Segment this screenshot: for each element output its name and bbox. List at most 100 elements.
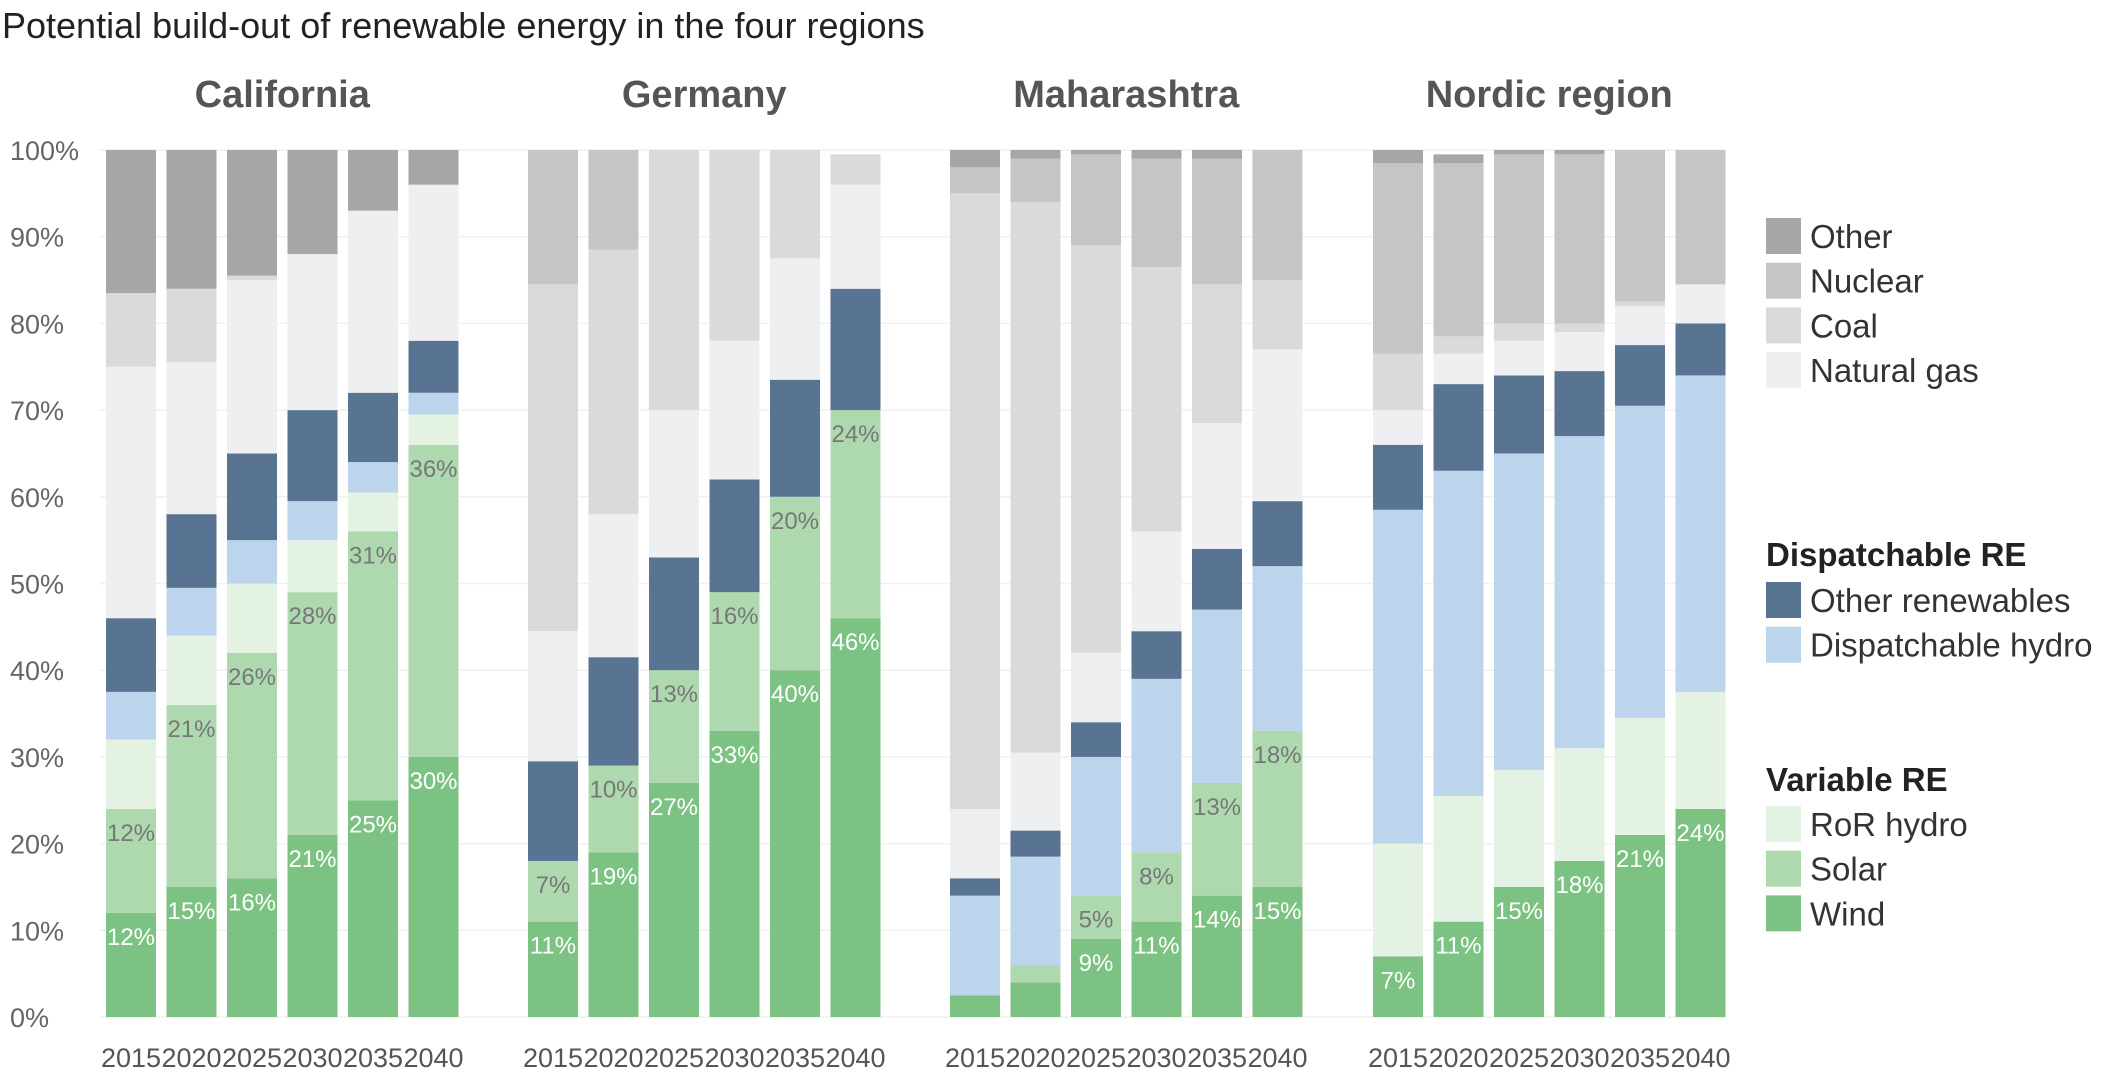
x-tick-label: 2015 — [523, 1043, 583, 1073]
bar-segment-nuclear — [950, 167, 1000, 194]
bar-segment-dispatchable-hydro — [287, 501, 338, 541]
data-label-solar: 5% — [1079, 907, 1114, 934]
bar-segment-dispatchable-hydro — [1675, 375, 1726, 692]
bar-segment-coal — [1554, 323, 1605, 333]
y-tick-label: 70% — [10, 396, 64, 426]
bar-segment-dispatchable-hydro — [1010, 856, 1061, 965]
y-tick-label: 10% — [10, 916, 64, 946]
bar-segment-solar — [709, 592, 760, 731]
bar-segment-other — [1131, 150, 1182, 159]
data-label-solar: 10% — [589, 777, 637, 804]
x-tick-label: 2035 — [1187, 1043, 1247, 1073]
bar-segment-wind — [588, 852, 639, 1017]
legend-swatch-other-renewables — [1766, 582, 1801, 618]
bar-segment-coal — [770, 150, 820, 259]
bar-segment-solar — [227, 652, 277, 879]
legend-label-nuclear: Nuclear — [1810, 263, 1924, 300]
legend-label-wind: Wind — [1810, 895, 1885, 932]
bar-segment-coal — [830, 154, 881, 185]
bar-segment-other-renewables — [1554, 371, 1605, 437]
bar-segment-other — [1494, 150, 1544, 155]
bar-segment-natural-gas — [1433, 353, 1484, 385]
region-titles: California Germany Maharashtra Nordic regio… — [195, 74, 1673, 116]
bar-segment-solar — [588, 765, 639, 853]
bar-segment-wind — [1192, 895, 1242, 1017]
legend-label-coal: Coal — [1810, 307, 1878, 344]
x-tick-label: 2035 — [765, 1043, 825, 1073]
x-tick-label: 2015 — [945, 1043, 1005, 1073]
y-tick-label: 50% — [10, 570, 64, 600]
legend-swatch-natural-gas — [1766, 352, 1801, 389]
bar-segment-natural-gas — [1192, 423, 1242, 549]
bar-segment-dispatchable-hydro — [950, 895, 1000, 996]
bar-segment-solar — [287, 592, 338, 835]
bar-segment-natural-gas — [1494, 340, 1544, 376]
data-label-wind: 40% — [771, 681, 819, 708]
bar-segment-other — [106, 150, 156, 294]
bar-segment-natural-gas — [528, 631, 578, 762]
bar-segment-nuclear — [1494, 154, 1544, 324]
y-tick-label: 60% — [10, 483, 64, 513]
bar-segment-ror-hydro — [1373, 843, 1423, 957]
bar-segment-other-renewables — [770, 379, 820, 497]
data-label-solar: 13% — [650, 681, 698, 708]
x-tick-label: 2040 — [1247, 1043, 1307, 1073]
bar-segment-natural-gas — [106, 366, 156, 619]
bar-segment-wind — [528, 921, 578, 1017]
x-tick-label: 2030 — [1549, 1043, 1609, 1073]
bar-segment-natural-gas — [709, 340, 760, 480]
x-tick-label: 2030 — [1126, 1043, 1186, 1073]
legend-swatch-solar — [1766, 850, 1801, 887]
bar-segment-other-renewables — [1192, 548, 1242, 610]
bar-segment-other-renewables — [1675, 323, 1726, 376]
y-tick-label: 0% — [10, 1003, 49, 1033]
bar-segment-other-renewables — [1373, 444, 1423, 510]
bar-segment-coal — [1192, 284, 1242, 424]
x-tick-label: 2030 — [704, 1043, 764, 1073]
x-tick-label: 2025 — [1489, 1043, 1549, 1073]
bar-segment-coal — [709, 150, 760, 341]
bar-segment-other-renewables — [348, 392, 398, 463]
data-label-wind: 12% — [107, 924, 155, 951]
data-label-wind: 11% — [530, 933, 576, 960]
bar-segment-natural-gas — [1131, 531, 1182, 632]
data-label-solar: 28% — [288, 603, 336, 630]
bar-segment-wind — [1433, 921, 1484, 1017]
bar-segment-nuclear — [1433, 163, 1484, 337]
bar-segment-wind — [1675, 808, 1726, 1017]
x-tick-label: 2040 — [825, 1043, 885, 1073]
legend-swatch-ror-hydro — [1766, 806, 1801, 842]
bar-segment-natural-gas — [166, 362, 217, 515]
y-tick-label: 90% — [10, 223, 64, 253]
data-label-wind: 30% — [409, 768, 457, 795]
data-label-wind: 15% — [167, 898, 215, 925]
y-tick-label: 20% — [10, 830, 64, 860]
region-group-california: 12% 12% 15% 21% 16% 26% 21% 28% 25% 31% 30% 36% — [106, 150, 459, 1017]
bar-segment-solar — [1192, 782, 1242, 896]
data-label-wind: 7% — [1381, 967, 1416, 994]
bar-segment-other-renewables — [1071, 722, 1121, 757]
bar-segment-natural-gas — [950, 808, 1000, 879]
bar-segment-natural-gas — [1554, 332, 1605, 372]
bar-segment-wind — [649, 782, 699, 1017]
x-tick-label: 2040 — [403, 1043, 463, 1073]
region-group-germany: 11% 7% 19% 10% 27% 13% 33% 16% 40% 20% 46% 24% — [528, 150, 881, 1017]
bar-segment-coal — [1071, 245, 1121, 653]
x-tick-label: 2040 — [1670, 1043, 1730, 1073]
legend-swatch-coal — [1766, 307, 1801, 344]
bar-segment-ror-hydro — [227, 583, 277, 653]
bar-segment-wind — [1615, 834, 1665, 1017]
x-tick-label: 2020 — [161, 1043, 221, 1073]
legend-label-other-renewables: Other renewables — [1810, 582, 2070, 619]
bar-segment-nuclear — [1010, 158, 1061, 203]
data-label-wind: 24% — [1676, 820, 1724, 847]
bar-segment-wind — [287, 834, 338, 1017]
chart-title: Potential build-out of renewable energy … — [2, 5, 925, 46]
bar-segment-coal — [1252, 280, 1303, 350]
legend-label-natural-gas: Natural gas — [1810, 352, 1979, 389]
bar-segment-dispatchable-hydro — [1192, 609, 1242, 783]
bar-segment-other-renewables — [709, 479, 760, 593]
bar-segment-ror-hydro — [1494, 769, 1544, 887]
bar-segment-natural-gas — [830, 184, 881, 289]
bar-segment-solar — [348, 531, 398, 801]
